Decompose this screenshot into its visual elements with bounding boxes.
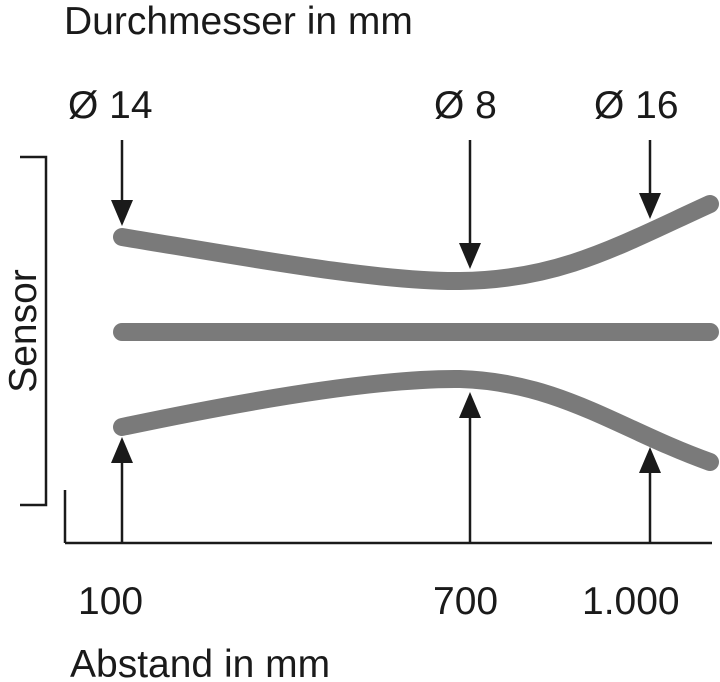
title: Durchmesser in mm [64, 0, 413, 43]
beam-bottom [113, 369, 719, 471]
distance-label: 1.000 [582, 580, 680, 623]
sensor-label: Sensor [2, 269, 45, 393]
diameter-label: Ø 14 [68, 84, 153, 127]
arrows [111, 140, 661, 543]
axes [63, 490, 712, 545]
distance-label: 100 [78, 580, 143, 623]
x-axis-label: Abstand in mm [70, 643, 330, 682]
beam-top [113, 195, 719, 291]
diameter-label: Ø 16 [594, 84, 679, 127]
sensor-bracket [20, 155, 48, 507]
distance-label: 700 [433, 580, 498, 623]
diameter-label: Ø 8 [434, 84, 497, 127]
